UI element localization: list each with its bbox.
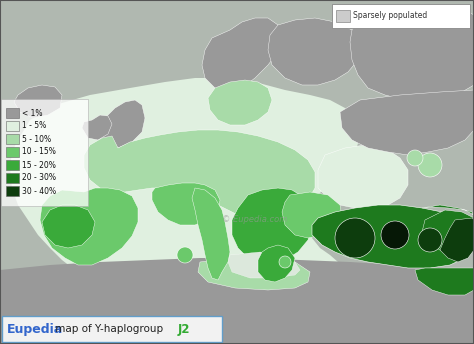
Polygon shape bbox=[198, 258, 310, 290]
Polygon shape bbox=[40, 188, 138, 265]
Bar bbox=[6, 121, 19, 131]
Text: map of Y-haplogroup: map of Y-haplogroup bbox=[52, 324, 166, 334]
Text: 30 - 40%: 30 - 40% bbox=[22, 186, 56, 195]
Text: 5 - 10%: 5 - 10% bbox=[22, 135, 51, 143]
Bar bbox=[6, 134, 19, 144]
FancyBboxPatch shape bbox=[332, 4, 470, 28]
Polygon shape bbox=[0, 258, 474, 344]
Text: 15 - 20%: 15 - 20% bbox=[22, 161, 56, 170]
Text: 20 - 30%: 20 - 30% bbox=[22, 173, 56, 183]
Bar bbox=[336, 10, 350, 22]
Polygon shape bbox=[98, 100, 145, 148]
Bar bbox=[6, 173, 19, 183]
Polygon shape bbox=[422, 205, 474, 225]
Circle shape bbox=[381, 221, 409, 249]
Polygon shape bbox=[208, 80, 272, 125]
Circle shape bbox=[407, 150, 423, 166]
Polygon shape bbox=[14, 85, 62, 118]
Text: 10 - 15%: 10 - 15% bbox=[22, 148, 56, 157]
Polygon shape bbox=[152, 183, 220, 225]
Polygon shape bbox=[440, 218, 474, 262]
Text: © Eupedia.com: © Eupedia.com bbox=[222, 215, 288, 225]
Polygon shape bbox=[228, 252, 300, 278]
Polygon shape bbox=[10, 78, 360, 292]
Bar bbox=[6, 160, 19, 170]
Polygon shape bbox=[350, 10, 474, 102]
Circle shape bbox=[279, 256, 291, 268]
Text: 1 - 5%: 1 - 5% bbox=[22, 121, 46, 130]
Text: Eupedia: Eupedia bbox=[7, 323, 63, 335]
Text: < 1%: < 1% bbox=[22, 108, 43, 118]
Polygon shape bbox=[84, 130, 315, 218]
Circle shape bbox=[418, 228, 442, 252]
Polygon shape bbox=[232, 188, 312, 265]
Bar bbox=[6, 186, 19, 196]
Polygon shape bbox=[258, 245, 295, 282]
FancyBboxPatch shape bbox=[2, 316, 222, 342]
FancyBboxPatch shape bbox=[1, 99, 88, 206]
Polygon shape bbox=[340, 90, 474, 155]
Circle shape bbox=[418, 153, 442, 177]
Polygon shape bbox=[282, 192, 342, 238]
Polygon shape bbox=[82, 115, 112, 140]
Text: J2: J2 bbox=[178, 323, 191, 335]
Polygon shape bbox=[318, 145, 408, 208]
Polygon shape bbox=[268, 18, 362, 85]
Polygon shape bbox=[312, 205, 472, 268]
Polygon shape bbox=[42, 205, 95, 248]
Circle shape bbox=[177, 247, 193, 263]
Circle shape bbox=[335, 218, 375, 258]
Polygon shape bbox=[415, 268, 474, 295]
Polygon shape bbox=[202, 18, 282, 92]
Text: Sparsely populated: Sparsely populated bbox=[353, 11, 427, 21]
Polygon shape bbox=[422, 210, 474, 252]
Polygon shape bbox=[192, 188, 230, 280]
Bar bbox=[6, 108, 19, 118]
Bar bbox=[6, 147, 19, 157]
